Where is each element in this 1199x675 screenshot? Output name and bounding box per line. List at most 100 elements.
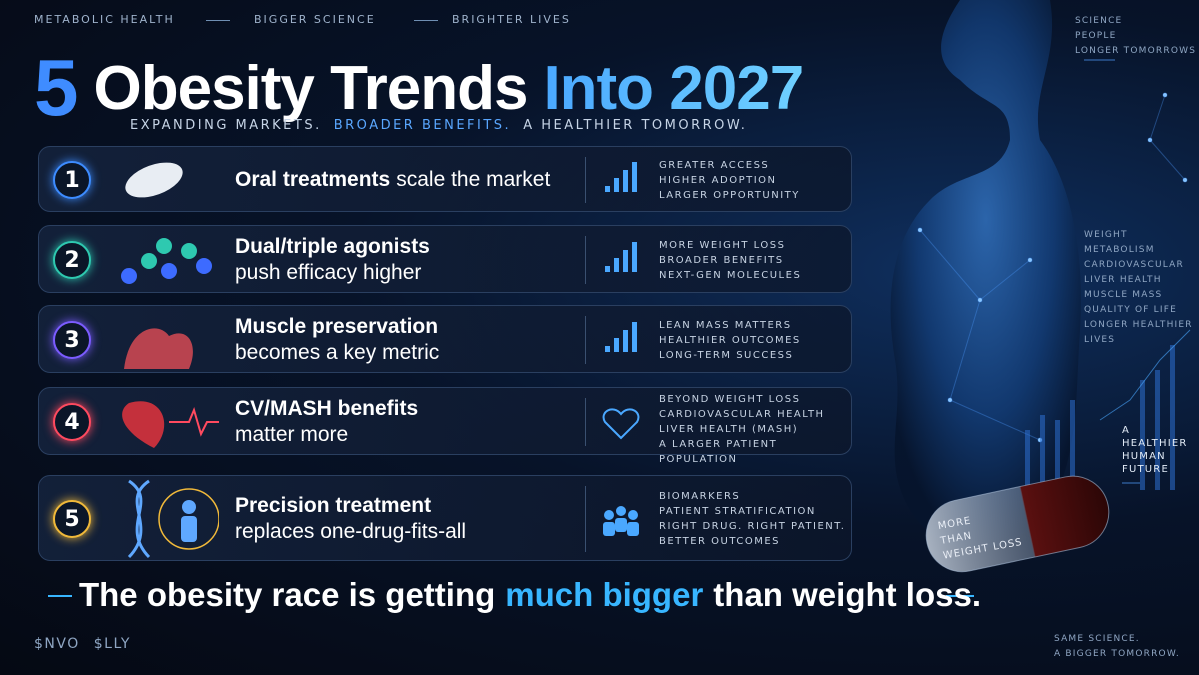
icon-shape	[604, 510, 614, 520]
trend-text: Precision treatment replaces one-drug-fit…	[235, 493, 466, 545]
trend-point: LARGER OPPORTUNITY	[659, 189, 800, 201]
trend-text: Dual/triple agonists push efficacy higher	[235, 234, 436, 286]
trend-point: RIGHT DRUG. RIGHT PATIENT.	[659, 521, 846, 532]
point-icon	[605, 162, 637, 192]
icon-shape	[627, 522, 639, 536]
ticker: $LLY	[93, 636, 131, 652]
future-line: A	[1122, 425, 1131, 436]
trend-point: HIGHER ADOPTION	[659, 174, 777, 186]
trend-title: Oral treatments	[235, 168, 391, 191]
icon-shape	[602, 408, 640, 440]
tagline: BRIGHTER LIVES	[452, 13, 571, 26]
headline-text: The obesity race is getting	[78, 576, 496, 613]
tagline: METABOLIC HEALTH	[34, 13, 175, 26]
trend-number: 2	[53, 241, 91, 279]
divider	[585, 316, 586, 364]
trend-point: CARDIOVASCULAR HEALTH	[659, 409, 825, 420]
trend-point: LONG-TERM SUCCESS	[659, 349, 794, 361]
trend-title: Precision treatment	[235, 494, 432, 517]
subtitle-part: BROADER BENEFITS.	[333, 118, 512, 133]
tickers: $NVO $LLY	[34, 636, 131, 652]
trend-description: push efficacy higher	[235, 261, 422, 284]
point-icon	[605, 242, 637, 272]
icon-shape	[615, 518, 627, 532]
trend-card: 5 Precision treatment replaces one-drug-fi…	[38, 475, 852, 561]
closing-line: SAME SCIENCE.	[1054, 634, 1140, 644]
trend-text: Muscle preservation becomes a key metric	[235, 314, 444, 366]
trend-point: GREATER ACCESS	[659, 159, 770, 171]
trend-card: 4 CV/MASH benefits matter more BEYOND WEIGH…	[38, 387, 852, 465]
icon-shape	[121, 268, 137, 284]
benefit: QUALITY OF LIFE	[1084, 305, 1178, 315]
icon-shape	[158, 488, 219, 550]
future-line: HEALTHIER	[1122, 438, 1188, 449]
closing: SAME SCIENCE. A BIGGER TOMORROW.	[1054, 632, 1180, 662]
trend-text: CV/MASH benefits matter more	[235, 396, 424, 448]
icon-shape	[124, 328, 193, 369]
future-line: FUTURE	[1122, 464, 1169, 475]
trend-point: MORE WEIGHT LOSS	[659, 239, 786, 251]
side-benefits: WEIGHT METABOLISM CARDIOVASCULAR LIVER HEAL…	[1084, 228, 1199, 348]
trend-icon	[127, 479, 219, 559]
icon-shape	[632, 162, 637, 192]
trend-icon	[122, 401, 219, 448]
trend-card: 3 Muscle preservation becomes a key metric…	[38, 305, 852, 373]
icon-shape	[125, 162, 183, 198]
closing-line: A BIGGER TOMORROW.	[1054, 649, 1180, 659]
trend-points: LEAN MASS MATTERS HEALTHIER OUTCOMES LONG-…	[659, 318, 801, 363]
headline-text: than weight loss.	[713, 576, 981, 613]
icon-shape	[141, 253, 157, 269]
subtitle-part: A HEALTHIER TOMORROW.	[523, 118, 748, 133]
icon-shape	[161, 263, 177, 279]
icon-shape	[605, 186, 610, 192]
icon-shape	[628, 510, 638, 520]
divider	[585, 157, 586, 203]
trend-points: GREATER ACCESS HIGHER ADOPTION LARGER OPPO…	[659, 158, 800, 203]
icon-shape	[614, 338, 619, 352]
icon-shape	[156, 238, 172, 254]
trend-number: 3	[53, 321, 91, 359]
trend-point: BIOMARKERS	[659, 491, 741, 502]
trend-point: BETTER OUTCOMES	[659, 536, 781, 547]
trend-points: BIOMARKERS PATIENT STRATIFICATION RIGHT DR…	[659, 489, 845, 549]
divider	[585, 398, 586, 446]
trend-icon	[121, 238, 212, 284]
icon-shape	[169, 407, 219, 437]
trend-title: CV/MASH benefits	[235, 397, 419, 420]
benefit: MUSCLE MASS	[1084, 290, 1163, 300]
trend-number: 1	[53, 161, 91, 199]
trend-title: Dual/triple agonists	[235, 235, 430, 258]
icon-shape	[122, 401, 165, 448]
trend-points: BEYOND WEIGHT LOSS CARDIOVASCULAR HEALTH L…	[659, 392, 851, 467]
icon-shape	[605, 266, 610, 272]
benefit: WEIGHT	[1084, 230, 1128, 240]
trend-card: 2 Dual/triple agonists push efficacy highe…	[38, 225, 852, 293]
trend-description: matter more	[235, 423, 349, 446]
trend-point: BEYOND WEIGHT LOSS	[659, 394, 801, 405]
side-top-line: LONGER TOMORROWS	[1075, 46, 1197, 56]
trend-point: BROADER BENEFITS	[659, 254, 784, 266]
side-top: SCIENCE PEOPLE LONGER TOMORROWS	[1075, 14, 1196, 59]
headline-accent: much bigger	[505, 576, 704, 613]
title-accent: Into 2027	[543, 54, 804, 123]
trend-description: becomes a key metric	[235, 341, 440, 364]
icon-shape	[632, 322, 637, 352]
icon-shape	[181, 516, 197, 542]
benefit: CARDIOVASCULAR	[1084, 260, 1184, 270]
point-icon	[602, 408, 640, 440]
subtitle: EXPANDING MARKETS. BROADER BENEFITS. A HEA…	[130, 118, 759, 133]
icon-shape	[623, 250, 628, 272]
icon-shape	[181, 243, 197, 259]
icon-shape	[623, 170, 628, 192]
separator	[206, 20, 230, 21]
icon-shape	[603, 522, 615, 536]
icon-shape	[605, 346, 610, 352]
ticker: $NVO	[34, 636, 80, 652]
trend-icon	[125, 162, 183, 198]
trend-point: HEALTHIER OUTCOMES	[659, 334, 801, 346]
headline: The obesity race is getting much bigger th…	[0, 576, 1060, 614]
trend-point: PATIENT STRATIFICATION	[659, 506, 816, 517]
trend-icon	[124, 328, 193, 369]
